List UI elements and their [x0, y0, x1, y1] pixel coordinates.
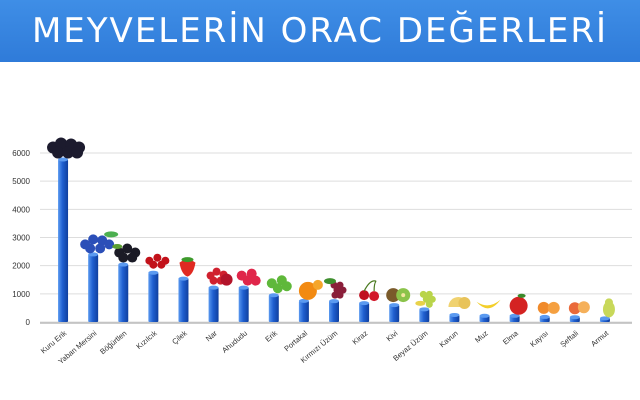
bar [329, 301, 339, 322]
dried-plum-icon [47, 137, 86, 159]
apricot-icon [537, 301, 560, 314]
bar-top [148, 270, 159, 275]
apple-icon [509, 293, 528, 315]
title-banner: MEYVELERİN ORAC DEĞERLERİ [0, 0, 640, 62]
bar-top [118, 262, 129, 267]
bar-top [88, 252, 99, 257]
bar [148, 272, 159, 322]
raspberry-icon [236, 268, 261, 286]
bar-top [569, 315, 580, 320]
bar [359, 303, 370, 322]
y-tick-label: 1000 [12, 290, 30, 299]
melon-icon [448, 296, 471, 309]
x-tick-label: Nar [204, 328, 219, 343]
peach-icon [568, 301, 590, 315]
bar-top [268, 293, 279, 298]
bar [389, 305, 400, 322]
x-tick-label: Kiraz [351, 328, 370, 346]
orange-icon [298, 279, 323, 300]
x-tick-label: Böğürtlen [98, 329, 128, 357]
plum-icon [266, 275, 292, 294]
bar-top [178, 276, 189, 281]
cranberry-icon [145, 253, 170, 269]
y-tick-label: 4000 [12, 205, 30, 214]
bar [208, 287, 219, 322]
bar [118, 264, 129, 322]
x-tick-label: Kavun [438, 329, 460, 350]
strawberry-icon [179, 257, 196, 277]
x-tick-label: Elma [501, 328, 521, 346]
x-tick-label: Ahududu [220, 329, 249, 355]
bar-top [208, 285, 219, 290]
bar-top [599, 316, 610, 321]
x-tick-label: Şeftali [558, 328, 580, 349]
bar-top [298, 298, 309, 303]
x-tick-label: Kızılcık [134, 328, 158, 351]
x-tick-label: Kayısı [528, 329, 550, 349]
bar-top [479, 313, 490, 318]
bar-top [329, 299, 339, 304]
bar [449, 314, 460, 322]
y-tick-label: 3000 [12, 234, 30, 243]
y-tick-label: 0 [26, 318, 31, 327]
bar [298, 300, 309, 322]
bar [88, 254, 99, 322]
bar-top [238, 285, 249, 290]
bar-top [509, 313, 520, 318]
cherry-icon [359, 280, 380, 302]
y-tick-label: 2000 [12, 262, 30, 271]
x-tick-label: Portakal [282, 328, 309, 353]
bar [268, 295, 279, 322]
bar [419, 309, 430, 322]
bar [178, 278, 189, 322]
x-tick-label: Muz [473, 328, 490, 344]
pomegranate-icon [206, 267, 233, 286]
bar [58, 159, 69, 322]
x-tick-label: Armut [589, 328, 611, 348]
bar-top [58, 157, 69, 162]
bar-top [449, 312, 460, 317]
red-grape-icon [324, 278, 347, 299]
bar-top [539, 314, 550, 319]
bar-top [359, 301, 370, 306]
y-tick-label: 6000 [12, 149, 30, 158]
chart-title: MEYVELERİN ORAC DEĞERLERİ [31, 11, 609, 51]
blackberry-icon [112, 243, 141, 263]
pear-icon [602, 298, 615, 318]
bar-top [389, 303, 400, 308]
bar [238, 287, 249, 322]
y-tick-label: 5000 [12, 177, 30, 186]
x-tick-label: Çilek [170, 328, 189, 346]
blueberry-icon [80, 231, 119, 254]
banana-icon [476, 299, 501, 309]
x-tick-label: Erik [263, 328, 279, 343]
kiwi-icon [386, 288, 411, 303]
white-grape-icon [415, 290, 436, 308]
bar-top [419, 307, 430, 312]
x-tick-label: Kivi [384, 328, 399, 343]
